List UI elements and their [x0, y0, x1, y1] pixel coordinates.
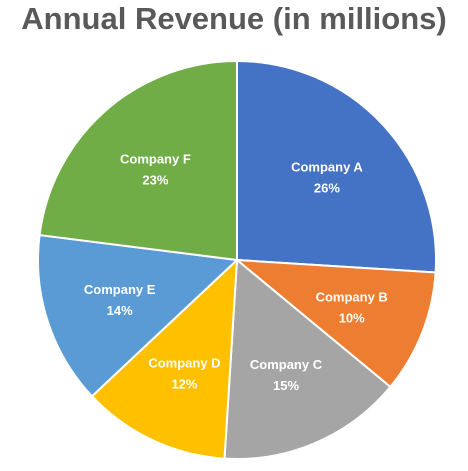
pie-slice-company-d: [90, 259, 238, 460]
slice-label-company-f: Company F: [120, 151, 191, 166]
slice-value-company-e: 14%: [107, 303, 133, 318]
pie-slice-company-a: [236, 60, 437, 274]
slice-value-company-a: 26%: [314, 181, 340, 196]
slice-label-company-d: Company D: [148, 356, 220, 371]
slice-value-company-f: 23%: [142, 172, 168, 187]
pie-slice-company-b: [236, 259, 437, 388]
pie-slices: [37, 60, 437, 460]
slice-value-company-c: 15%: [273, 378, 299, 393]
slice-label-company-a: Company A: [291, 160, 363, 175]
slice-value-company-d: 12%: [171, 377, 197, 392]
slice-value-company-b: 10%: [339, 310, 365, 325]
chart-title: Annual Revenue (in millions): [21, 1, 447, 36]
slice-label-company-c: Company C: [250, 357, 323, 372]
slice-label-company-b: Company B: [316, 289, 388, 304]
pie-slice-company-c: [223, 259, 392, 460]
pie-slice-company-e: [37, 234, 238, 398]
pie-labels: Company A 26% Company B 10% Company C 15% Comp…: [84, 151, 388, 393]
pie-slice-company-f: [38, 60, 238, 261]
slice-label-company-e: Company E: [84, 282, 156, 297]
